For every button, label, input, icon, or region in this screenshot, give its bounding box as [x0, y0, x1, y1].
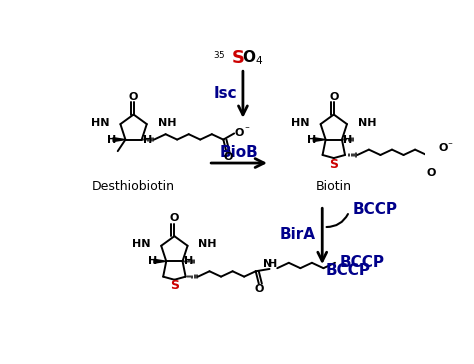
Text: BioB: BioB: [220, 145, 258, 160]
Text: H: H: [307, 135, 317, 145]
Text: N: N: [264, 258, 273, 269]
Text: O: O: [129, 92, 138, 102]
Text: O: O: [427, 168, 436, 178]
Text: BCCP: BCCP: [326, 263, 371, 278]
Text: BirA: BirA: [280, 227, 316, 242]
Text: Biotin: Biotin: [316, 179, 352, 193]
Text: O: O: [223, 152, 233, 162]
Text: BCCP: BCCP: [353, 202, 398, 217]
Polygon shape: [313, 138, 326, 142]
Text: S: S: [231, 48, 245, 67]
Text: S: S: [170, 280, 179, 292]
Text: O: O: [329, 92, 338, 102]
Text: $^{35}$: $^{35}$: [213, 51, 225, 64]
Polygon shape: [113, 138, 126, 142]
Text: H: H: [107, 135, 116, 145]
Text: BCCP: BCCP: [340, 255, 384, 270]
Text: Desthiobiotin: Desthiobiotin: [92, 179, 175, 193]
Polygon shape: [154, 259, 166, 263]
Text: H: H: [143, 135, 153, 145]
Text: HN: HN: [292, 118, 310, 127]
Text: S: S: [329, 158, 338, 171]
Text: H: H: [184, 256, 193, 266]
Text: H: H: [344, 135, 353, 145]
Text: HN: HN: [91, 118, 109, 127]
Text: O: O: [255, 284, 264, 294]
Text: H: H: [148, 256, 157, 266]
Text: H: H: [268, 258, 277, 269]
Text: O$_4$: O$_4$: [242, 48, 264, 67]
Text: $^-$: $^-$: [243, 124, 250, 133]
Text: NH: NH: [157, 118, 176, 127]
Text: HN: HN: [132, 239, 150, 249]
Text: O: O: [170, 213, 179, 223]
Text: Isc: Isc: [213, 86, 237, 101]
Text: NH: NH: [198, 239, 217, 249]
Text: O: O: [235, 128, 244, 138]
FancyArrowPatch shape: [327, 214, 348, 227]
Text: O: O: [438, 143, 447, 153]
Text: NH: NH: [358, 118, 376, 127]
Text: $^-$: $^-$: [446, 140, 454, 149]
